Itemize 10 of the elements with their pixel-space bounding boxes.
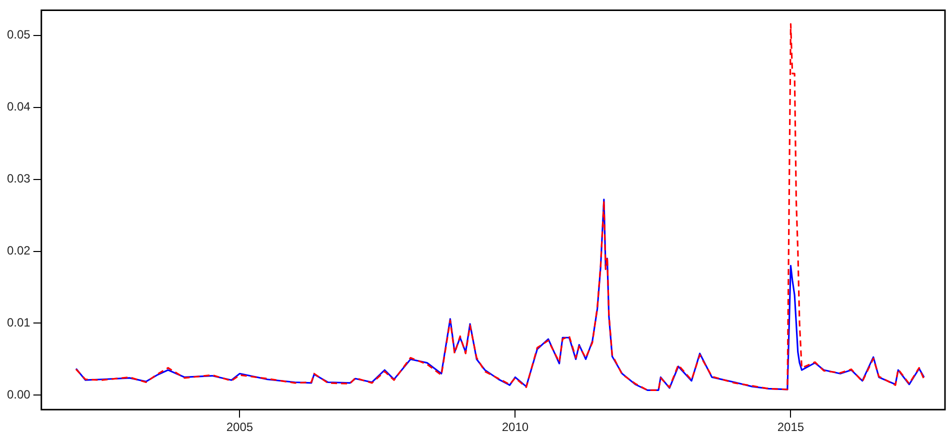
line-series	[75, 23, 925, 391]
x-tick-label: 2010	[502, 420, 529, 434]
y-tick-label: 0.02	[6, 244, 31, 258]
x-tick-label: 2005	[226, 420, 254, 434]
y-tick-label: 0.05	[6, 28, 31, 42]
y-tick-label: 0.04	[6, 100, 31, 114]
y-tick-label: 0.03	[6, 172, 31, 186]
x-tick-label: 2015	[777, 420, 804, 434]
y-tick-label: 0.00	[6, 388, 31, 402]
y-tick-label: 0.01	[6, 316, 31, 330]
